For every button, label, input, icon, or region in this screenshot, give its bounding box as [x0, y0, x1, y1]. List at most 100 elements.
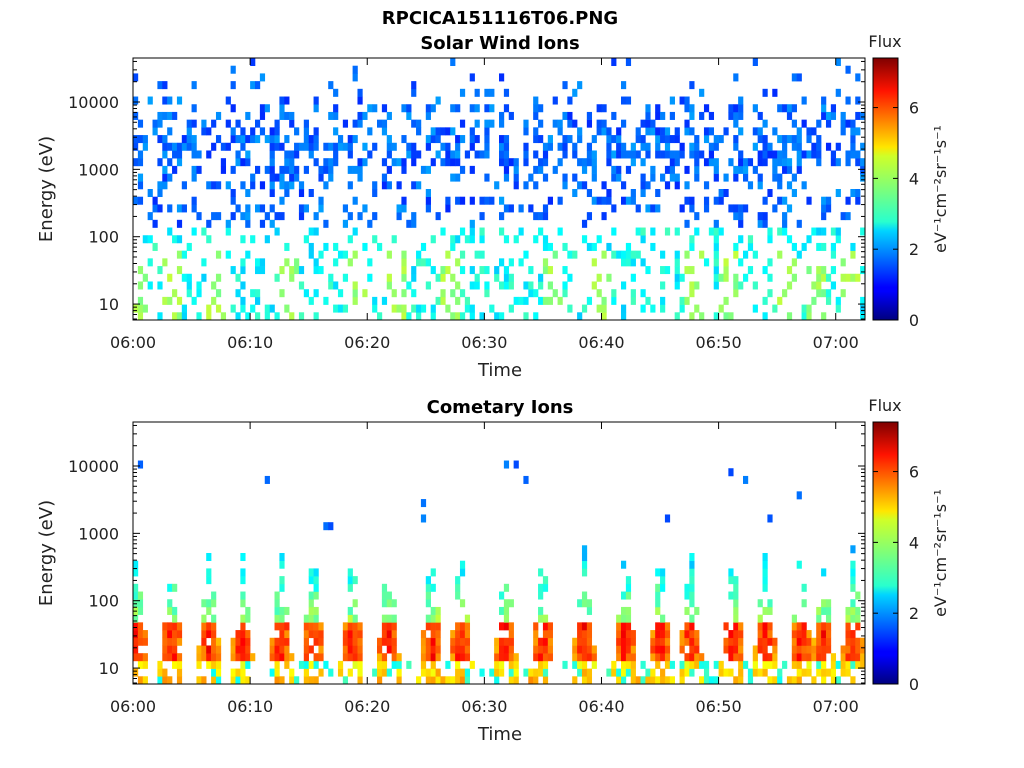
colorbar-title: Flux — [868, 32, 901, 51]
heatmap-cell — [830, 250, 837, 259]
heatmap-cell — [425, 668, 431, 677]
heatmap-cell — [547, 637, 553, 646]
heatmap-cell — [542, 242, 549, 251]
heatmap-cell — [479, 668, 485, 677]
heatmap-cell — [767, 289, 773, 298]
heatmap-cell — [606, 189, 612, 198]
heatmap-cell — [372, 104, 378, 113]
heatmap-cell — [655, 127, 661, 136]
heatmap-cell — [513, 158, 519, 167]
heatmap-cell — [855, 660, 861, 669]
heatmap-cell — [586, 599, 593, 608]
heatmap-cell — [284, 304, 290, 313]
heatmap-cell — [240, 568, 246, 577]
heatmap-cell — [250, 81, 256, 90]
heatmap-cell — [298, 281, 305, 290]
heatmap-cell — [294, 127, 300, 136]
heatmap-cell — [499, 637, 505, 646]
heatmap-cell — [528, 289, 534, 298]
heatmap-cell — [660, 637, 666, 646]
heatmap-cell — [777, 676, 783, 685]
heatmap-cell — [196, 165, 202, 174]
heatmap-cell — [274, 127, 280, 136]
heatmap-cell — [650, 242, 656, 251]
heatmap-cell — [425, 196, 431, 205]
heatmap-cell — [201, 127, 207, 136]
heatmap-cell — [757, 111, 763, 120]
heatmap-cell — [416, 304, 422, 313]
heatmap-cell — [664, 637, 671, 646]
heatmap-cell — [372, 212, 378, 221]
heatmap-cell — [723, 668, 729, 677]
heatmap-cell — [611, 668, 617, 677]
heatmap-cell — [494, 273, 500, 282]
heatmap-cell — [611, 165, 617, 174]
heatmap-cell — [606, 196, 612, 205]
heatmap-cell — [816, 637, 822, 646]
heatmap-cell — [455, 676, 461, 685]
heatmap-cell — [279, 583, 285, 592]
heatmap-cell — [660, 645, 666, 654]
heatmap-cell — [601, 181, 607, 190]
heatmap-cell — [772, 660, 778, 669]
heatmap-cell — [352, 227, 358, 236]
heatmap-cell — [318, 645, 324, 654]
heatmap-cell — [469, 281, 475, 290]
x-tick-label: 06:10 — [227, 333, 273, 352]
heatmap-cell — [167, 645, 173, 654]
heatmap-cell — [508, 258, 514, 267]
heatmap-cell — [694, 165, 700, 174]
heatmap-cell — [508, 281, 514, 290]
heatmap-cell — [274, 312, 280, 321]
heatmap-cell — [401, 312, 407, 321]
heatmap-cell — [640, 173, 646, 182]
heatmap-cell — [211, 660, 217, 669]
heatmap-cell — [762, 296, 768, 305]
heatmap-cell — [694, 630, 700, 639]
heatmap-cell — [640, 181, 646, 190]
heatmap-cell — [425, 622, 431, 631]
heatmap-cell — [845, 622, 851, 631]
heatmap-cell — [206, 235, 212, 244]
heatmap-cell — [240, 668, 246, 677]
heatmap-cell — [616, 127, 622, 136]
heatmap-cell — [430, 676, 436, 685]
heatmap-cell — [455, 135, 461, 144]
heatmap-cell — [284, 630, 290, 639]
heatmap-cell — [362, 204, 368, 213]
heatmap-cell — [786, 676, 793, 685]
heatmap-cell — [381, 104, 388, 113]
heatmap-cell — [611, 204, 617, 213]
heatmap-cell — [684, 653, 690, 662]
heatmap-cell — [733, 576, 739, 585]
heatmap-cell — [503, 88, 510, 97]
heatmap-cell — [684, 637, 690, 646]
heatmap-cell — [733, 173, 739, 182]
heatmap-cell — [401, 135, 407, 144]
heatmap-cell — [825, 606, 832, 615]
heatmap-cell — [669, 135, 675, 144]
heatmap-cell — [694, 158, 700, 167]
heatmap-cell — [772, 158, 778, 167]
heatmap-cell — [318, 266, 324, 275]
heatmap-cell — [538, 104, 544, 113]
heatmap-cell — [684, 660, 690, 669]
heatmap-cell — [240, 653, 246, 662]
heatmap-cell — [703, 135, 710, 144]
heatmap-cell — [474, 135, 480, 144]
heatmap-cell — [821, 96, 827, 105]
heatmap-cell — [733, 273, 739, 282]
heatmap-cell — [723, 637, 729, 646]
heatmap-cell — [469, 127, 475, 136]
heatmap-cell — [713, 135, 719, 144]
heatmap-cell — [401, 250, 407, 259]
heatmap-cell — [186, 281, 192, 290]
heatmap-cell — [191, 150, 197, 159]
heatmap-cell — [718, 196, 724, 205]
heatmap-cell — [689, 111, 695, 120]
heatmap-cell — [738, 150, 744, 159]
heatmap-cell — [733, 104, 739, 113]
heatmap-cell — [523, 181, 529, 190]
heatmap-cell — [577, 312, 583, 321]
heatmap-cell — [342, 119, 349, 128]
